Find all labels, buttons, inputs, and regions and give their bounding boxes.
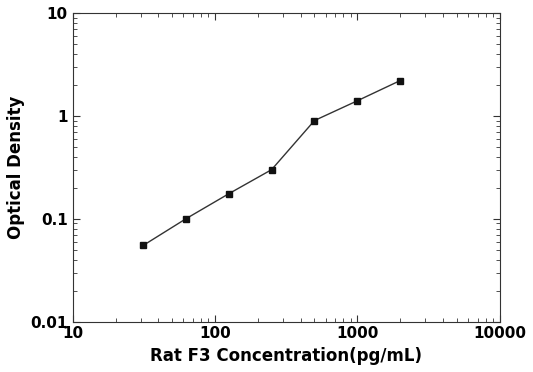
Y-axis label: Optical Density: Optical Density	[7, 96, 25, 239]
X-axis label: Rat F3 Concentration(pg/mL): Rat F3 Concentration(pg/mL)	[150, 347, 422, 365]
